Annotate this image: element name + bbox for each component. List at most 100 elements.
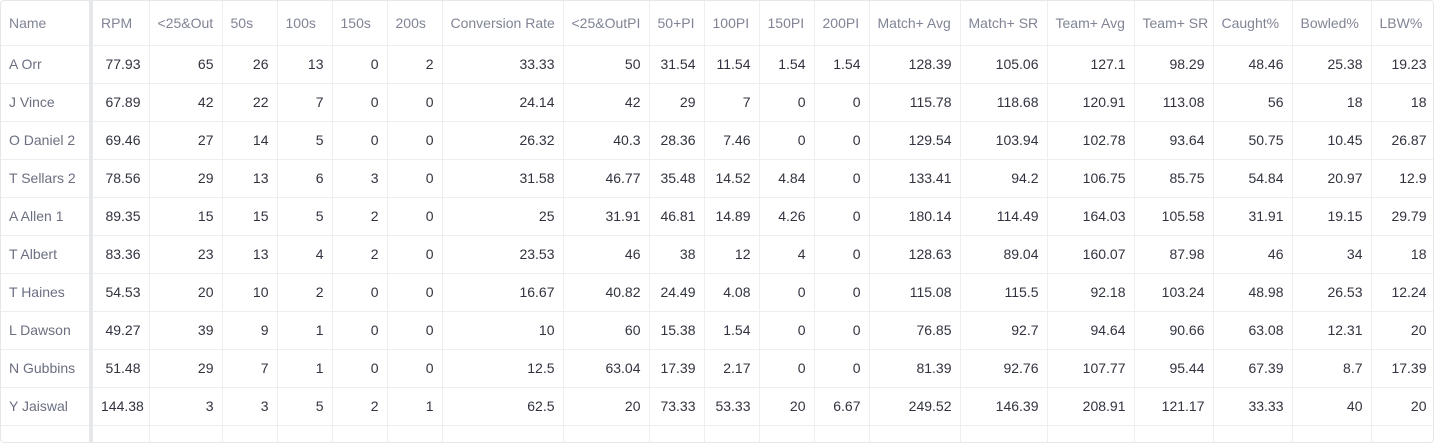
player-name-cell[interactable]: T Albert xyxy=(1,235,93,274)
column-header[interactable]: 200PI xyxy=(814,1,870,46)
column-header[interactable]: 150s xyxy=(332,1,388,46)
stat-cell[interactable]: 23 xyxy=(149,235,223,274)
stat-cell[interactable]: 50 xyxy=(563,45,650,84)
stat-cell[interactable]: 0 xyxy=(387,121,443,160)
column-header[interactable]: 200s xyxy=(387,1,443,46)
table-row[interactable]: L Dawson 49.27 39 9 1 0 0 10 60 15.38 1.54 0 0 76.85 9… xyxy=(1,311,1433,350)
stat-cell[interactable]: 0 xyxy=(387,83,443,122)
column-header[interactable]: <25&Out xyxy=(149,1,223,46)
stat-cell[interactable]: 65 xyxy=(149,45,223,84)
stat-cell[interactable]: 4 xyxy=(759,235,815,274)
stat-cell[interactable]: 0 xyxy=(759,83,815,122)
stat-cell[interactable]: 54.84 xyxy=(1213,159,1293,198)
stat-cell[interactable]: 0 xyxy=(387,273,443,312)
stat-cell[interactable]: 2 xyxy=(332,197,388,236)
stat-cell[interactable]: 2 xyxy=(332,235,388,274)
stat-cell[interactable]: 15 xyxy=(222,197,278,236)
stat-cell[interactable]: 0 xyxy=(814,159,870,198)
stat-cell[interactable]: 4.26 xyxy=(759,197,815,236)
stat-cell[interactable]: 29 xyxy=(149,349,223,388)
stat-cell[interactable]: 1 xyxy=(277,311,333,350)
stat-cell[interactable]: 40 xyxy=(1292,387,1372,426)
stat-cell[interactable]: 98.29 xyxy=(1134,45,1214,84)
stat-cell[interactable]: 53.33 xyxy=(704,387,760,426)
stat-cell[interactable]: 90.66 xyxy=(1134,311,1214,350)
stat-cell[interactable]: 67.39 xyxy=(1213,349,1293,388)
stat-cell[interactable]: 0 xyxy=(759,121,815,160)
stat-cell[interactable]: 42 xyxy=(149,83,223,122)
column-header[interactable]: Bowled% xyxy=(1292,1,1372,46)
stat-cell[interactable]: 2 xyxy=(277,273,333,312)
stat-cell[interactable]: 87.98 xyxy=(1134,235,1214,274)
stat-cell[interactable]: 14 xyxy=(222,121,278,160)
stat-cell[interactable]: 0 xyxy=(332,349,388,388)
stat-cell[interactable]: 12.5 xyxy=(442,349,564,388)
stat-cell[interactable]: 7.46 xyxy=(704,121,760,160)
stat-cell[interactable]: 208.91 xyxy=(1047,387,1135,426)
stat-cell[interactable]: 249.52 xyxy=(869,387,961,426)
column-header[interactable]: Conversion Rate xyxy=(442,1,564,46)
stat-cell[interactable]: 95.44 xyxy=(1134,349,1214,388)
stat-cell[interactable]: 106.75 xyxy=(1047,159,1135,198)
stat-cell[interactable]: 12.24 xyxy=(1371,273,1433,312)
stat-cell[interactable]: 3 xyxy=(222,387,278,426)
stat-cell[interactable]: 31.91 xyxy=(563,197,650,236)
stat-cell[interactable]: 14.89 xyxy=(704,197,760,236)
stat-cell[interactable]: 35.48 xyxy=(649,159,705,198)
column-header[interactable]: Match+ Avg xyxy=(869,1,961,46)
stat-cell[interactable]: 17.39 xyxy=(649,349,705,388)
stat-cell[interactable]: 4 xyxy=(277,235,333,274)
stat-cell[interactable]: 49.27 xyxy=(91,311,150,350)
column-header[interactable]: <25&OutPI xyxy=(563,1,650,46)
stat-cell[interactable]: 12.31 xyxy=(1292,311,1372,350)
stat-cell[interactable]: 24.14 xyxy=(442,83,564,122)
column-header[interactable]: 100PI xyxy=(704,1,760,46)
table-row[interactable]: N Gubbins 51.48 29 7 1 0 0 12.5 63.04 17.39 2.17 0 0… xyxy=(1,349,1433,388)
column-header[interactable]: 100s xyxy=(277,1,333,46)
stat-cell[interactable]: 40.3 xyxy=(563,121,650,160)
stat-cell[interactable]: 118.68 xyxy=(960,83,1048,122)
table-row[interactable]: O Daniel 2 69.46 27 14 5 0 0 26.32 40.3 28.36 7.46… xyxy=(1,121,1433,160)
stat-cell[interactable]: 26.32 xyxy=(442,121,564,160)
stat-cell[interactable]: 26 xyxy=(222,45,278,84)
stat-cell[interactable]: 73.33 xyxy=(649,387,705,426)
player-name-cell[interactable]: N Gubbins xyxy=(1,349,93,388)
stat-cell[interactable]: 180.14 xyxy=(869,197,961,236)
stat-cell[interactable]: 113.08 xyxy=(1134,83,1214,122)
stat-cell[interactable]: 13 xyxy=(277,45,333,84)
stat-cell[interactable]: 3 xyxy=(332,159,388,198)
stat-cell[interactable]: 4.08 xyxy=(704,273,760,312)
stat-cell[interactable]: 0 xyxy=(759,349,815,388)
stat-cell[interactable]: 22 xyxy=(222,83,278,122)
stat-cell[interactable]: 0 xyxy=(332,121,388,160)
stat-cell[interactable]: 0 xyxy=(759,273,815,312)
stat-cell[interactable]: 102.78 xyxy=(1047,121,1135,160)
column-header[interactable]: 50+PI xyxy=(649,1,705,46)
player-name-cell[interactable]: J Vince xyxy=(1,83,93,122)
stat-cell[interactable]: 67.89 xyxy=(91,83,150,122)
stat-cell[interactable]: 29 xyxy=(149,159,223,198)
table-row[interactable]: T Albert 83.36 23 13 4 2 0 23.53 46 38 12 4 0 128.63 8… xyxy=(1,235,1433,274)
stat-cell[interactable]: 2 xyxy=(387,45,443,84)
stat-cell[interactable]: 7 xyxy=(277,83,333,122)
stat-cell[interactable]: 0 xyxy=(814,311,870,350)
stat-cell[interactable]: 14.52 xyxy=(704,159,760,198)
stat-cell[interactable]: 0 xyxy=(814,197,870,236)
stat-cell[interactable]: 164.03 xyxy=(1047,197,1135,236)
stat-cell[interactable]: 7 xyxy=(222,349,278,388)
stat-cell[interactable]: 54.53 xyxy=(91,273,150,312)
stat-cell[interactable]: 20 xyxy=(563,387,650,426)
stat-cell[interactable]: 92.7 xyxy=(960,311,1048,350)
stat-cell[interactable]: 29 xyxy=(649,83,705,122)
stat-cell[interactable]: 25.38 xyxy=(1292,45,1372,84)
stat-cell[interactable]: 120.91 xyxy=(1047,83,1135,122)
stat-cell[interactable]: 103.24 xyxy=(1134,273,1214,312)
stat-cell[interactable]: 28.36 xyxy=(649,121,705,160)
stat-cell[interactable]: 31.54 xyxy=(649,45,705,84)
stat-cell[interactable]: 85.75 xyxy=(1134,159,1214,198)
stat-cell[interactable]: 93.64 xyxy=(1134,121,1214,160)
stat-cell[interactable]: 115.78 xyxy=(869,83,961,122)
stat-cell[interactable]: 0 xyxy=(387,311,443,350)
stat-cell[interactable]: 2.17 xyxy=(704,349,760,388)
column-header[interactable]: 150PI xyxy=(759,1,815,46)
